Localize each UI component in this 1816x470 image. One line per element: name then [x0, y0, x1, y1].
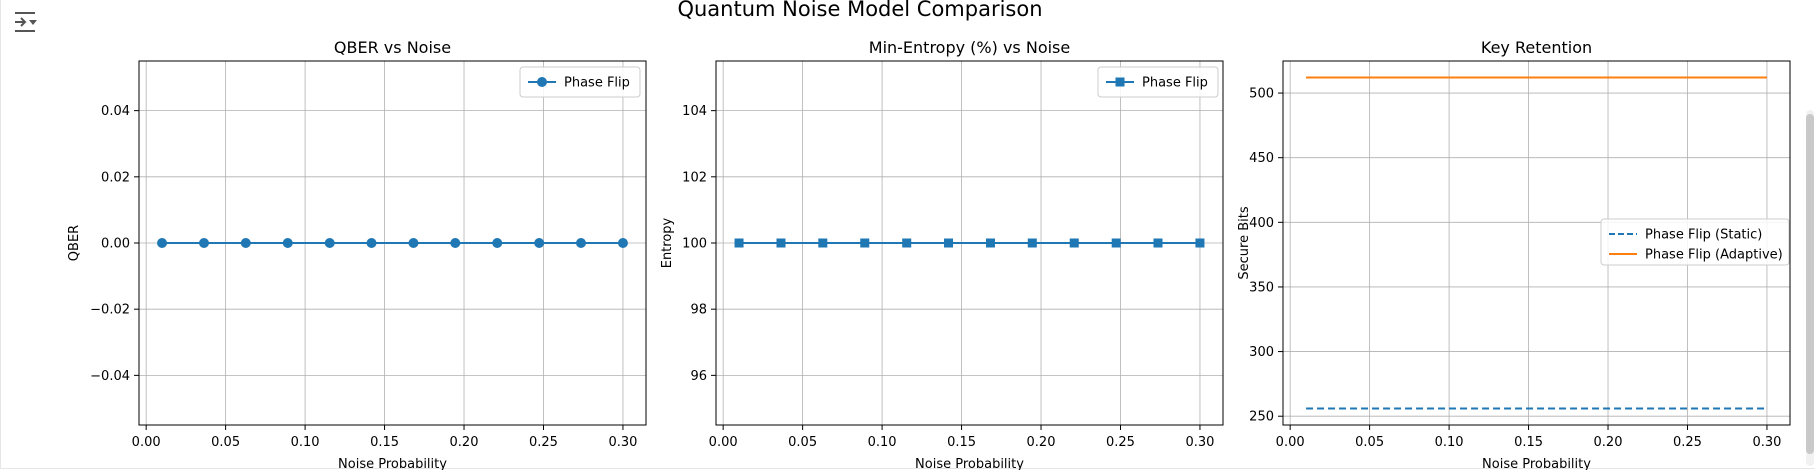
x-tick-label: 0.10	[291, 435, 320, 450]
data-point	[944, 238, 954, 248]
x-tick-label: 0.30	[1185, 435, 1214, 450]
x-tick-label: 0.15	[947, 435, 976, 450]
data-point	[734, 238, 744, 248]
x-tick-label: 0.10	[868, 435, 897, 450]
x-tick-label: 0.05	[1355, 435, 1384, 450]
legend-box	[519, 66, 641, 98]
x-tick-label: 0.05	[788, 435, 817, 450]
y-tick-label: 100	[682, 237, 707, 252]
y-tick-label: 350	[1249, 280, 1274, 295]
y-tick-label: 400	[1249, 216, 1274, 231]
y-tick-label: 96	[690, 369, 707, 384]
data-point	[240, 238, 251, 248]
data-point	[408, 238, 419, 248]
y-tick-label: −0.02	[90, 303, 130, 318]
y-axis-label: QBER	[67, 225, 82, 261]
y-tick-label: 104	[682, 104, 707, 119]
x-tick-label: 0.00	[709, 435, 738, 450]
data-point	[818, 238, 828, 248]
axes-frame	[1282, 60, 1791, 426]
legend-label: Phase Flip (Static)	[1645, 228, 1762, 243]
legend-label: Phase Flip	[564, 76, 630, 91]
chart-title: QBER vs Noise	[334, 38, 451, 57]
data-point	[1027, 238, 1037, 248]
x-tick-label: 0.00	[132, 435, 161, 450]
chart-title: Key Retention	[1481, 38, 1592, 57]
legend-label: Phase Flip (Adaptive)	[1645, 248, 1783, 263]
data-point	[1069, 238, 1079, 248]
x-axis-label: Noise Probability	[1482, 457, 1591, 470]
legend-box	[1600, 218, 1790, 266]
x-tick-label: 0.30	[608, 435, 637, 450]
x-tick-label: 0.10	[1435, 435, 1464, 450]
legend-marker	[1115, 77, 1125, 87]
vertical-scrollbar[interactable]	[1806, 110, 1814, 466]
data-point	[902, 238, 912, 248]
x-tick-label: 0.30	[1752, 435, 1781, 450]
legend-marker	[537, 77, 547, 87]
x-tick-label: 0.25	[529, 435, 558, 450]
data-point	[617, 238, 628, 248]
data-point	[324, 238, 335, 248]
y-tick-label: 500	[1249, 87, 1274, 102]
data-point	[1153, 238, 1163, 248]
data-point	[534, 238, 545, 248]
x-tick-label: 0.15	[1514, 435, 1543, 450]
legend: Phase Flip (Static) Phase Flip (Adaptive)	[1600, 218, 1790, 266]
chart-title: Min-Entropy (%) vs Noise	[869, 38, 1070, 57]
x-tick-label: 0.20	[450, 435, 479, 450]
x-tick-label: 0.20	[1594, 435, 1623, 450]
data-point	[282, 238, 293, 248]
data-point	[985, 238, 995, 248]
legend-label: Phase Flip	[1142, 76, 1208, 91]
data-point	[1195, 238, 1205, 248]
y-tick-label: 250	[1249, 410, 1274, 425]
y-axis-label: Entropy	[660, 217, 675, 268]
data-point	[199, 238, 210, 248]
legend: Phase Flip	[519, 66, 641, 98]
data-point	[157, 238, 168, 248]
x-axis-label: Noise Probability	[915, 457, 1024, 470]
x-axis-label: Noise Probability	[338, 457, 447, 470]
y-tick-label: 450	[1249, 151, 1274, 166]
chart-3: 0.00 0.05 0.10 0.15 0.20 0.25 0.30 250 300 350 400…	[1237, 38, 1791, 470]
data-point	[450, 238, 461, 248]
data-point	[366, 238, 377, 248]
y-tick-label: 102	[682, 170, 707, 185]
scrollbar-thumb[interactable]	[1806, 114, 1814, 454]
figure-suptitle: Quantum Noise Model Comparison	[677, 0, 1042, 21]
y-tick-label: −0.04	[90, 369, 130, 384]
y-tick-label: 0.04	[101, 104, 130, 119]
y-tick-label: 98	[690, 303, 707, 318]
x-tick-label: 0.25	[1106, 435, 1135, 450]
data-point	[492, 238, 503, 248]
output-collapse-icon[interactable]	[12, 8, 40, 36]
x-tick-label: 0.15	[370, 435, 399, 450]
data-point	[575, 238, 586, 248]
x-tick-label: 0.00	[1276, 435, 1305, 450]
data-point	[1111, 238, 1121, 248]
chart-1: 0.00 0.05 0.10 0.15 0.20 0.25 0.30 −0.04 −0.02 0.…	[67, 38, 647, 470]
x-tick-label: 0.20	[1027, 435, 1056, 450]
y-axis-label: Secure Bits	[1237, 206, 1252, 279]
chart-2: 0.00 0.05 0.10 0.15 0.20 0.25 0.30 96 98 100 102 10…	[660, 38, 1224, 470]
data-point	[860, 238, 870, 248]
x-tick-label: 0.05	[211, 435, 240, 450]
y-tick-label: 300	[1249, 345, 1274, 360]
legend: Phase Flip	[1097, 66, 1219, 98]
data-point	[776, 238, 786, 248]
legend-box	[1097, 66, 1219, 98]
y-tick-label: 0.02	[101, 170, 130, 185]
x-tick-label: 0.25	[1673, 435, 1702, 450]
y-tick-label: 0.00	[101, 237, 130, 252]
